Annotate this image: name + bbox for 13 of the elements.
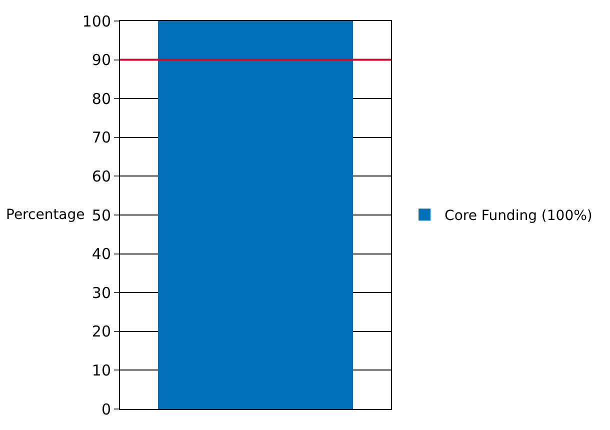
legend-label: Core Funding (100%): [444, 208, 592, 224]
y-tick-label: 70: [92, 128, 111, 147]
y-tick-label: 60: [92, 167, 111, 186]
y-tick-label: 20: [92, 322, 111, 341]
y-tick-label: 30: [92, 284, 111, 302]
y-axis-title: Percentage: [6, 207, 85, 223]
y-tick-label: 90: [92, 51, 111, 70]
y-tick-label: 0: [101, 400, 111, 418]
y-tick-label: 80: [92, 90, 111, 108]
y-tick-label: 10: [92, 361, 111, 380]
y-tick-label: 50: [92, 206, 111, 224]
y-tick-label: 40: [92, 245, 111, 264]
y-tick-label: 100: [82, 12, 111, 30]
